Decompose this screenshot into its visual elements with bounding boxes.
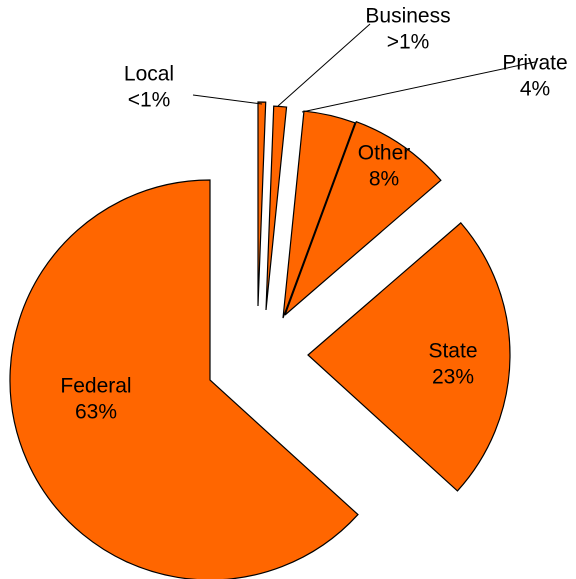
slice-value-other: 8% [369,168,399,191]
slice-name-state: State [428,339,477,362]
slice-value-federal: 63% [75,401,117,424]
slice-label-local: Local <1% [124,62,174,111]
pie-slices [9,101,511,579]
slice-name-private: Private [502,51,567,74]
slice-label-private: Private 4% [502,51,567,100]
leader-line-local [192,94,263,105]
slice-label-state: State 23% [428,339,477,388]
slice-labels: Federal 63% State 23% Other 8% Private 4% Busine… [60,4,567,423]
slice-name-business: Business [365,4,450,27]
pie-slice-business [265,105,288,311]
leader-lines [192,23,536,113]
slice-name-local: Local [124,62,174,85]
slice-name-other: Other [358,141,411,164]
slice-label-business: Business >1% [365,4,450,53]
slice-value-business: >1% [387,31,430,54]
slice-name-federal: Federal [60,374,131,397]
leader-line-private [301,61,536,113]
pie-slice-other [284,120,442,316]
pie-slice-federal [9,179,359,579]
pie-slice-local [257,101,267,307]
slice-value-local: <1% [128,89,171,112]
pie-slice-state [307,222,511,492]
slice-label-federal: Federal 63% [60,374,131,423]
slice-value-state: 23% [432,366,474,389]
slice-value-private: 4% [520,78,550,101]
leader-line-business [277,23,371,107]
slice-label-other: Other 8% [358,141,411,190]
